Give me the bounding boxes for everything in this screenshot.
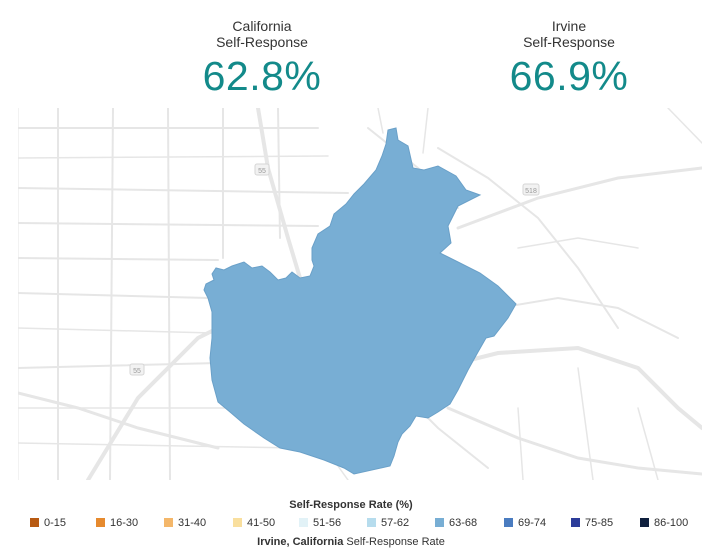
legend-swatch [435, 518, 444, 527]
state-stat-label: Self-Response [216, 34, 308, 50]
legend-item: 41-50 [233, 516, 275, 530]
city-stat-label: Self-Response [523, 34, 615, 50]
svg-text:518: 518 [525, 188, 537, 195]
legend-swatch [96, 518, 105, 527]
legend-item-label: 75-85 [585, 517, 614, 529]
legend-item: 86-100 [640, 516, 688, 530]
map-canvas[interactable]: 55 55 518 [18, 108, 702, 480]
legend-swatch [640, 518, 649, 527]
legend-item-label: 0-15 [44, 517, 67, 529]
legend-item: 69-74 [504, 516, 546, 530]
legend-swatch [571, 518, 580, 527]
legend-swatch [367, 518, 376, 527]
legend-item: 75-85 [571, 516, 613, 530]
legend-item-label: 86-100 [654, 517, 689, 529]
legend-swatch [233, 518, 242, 527]
city-self-response-value: 66.9% [509, 53, 629, 99]
legend-swatch [504, 518, 513, 527]
legend-item-label: 31-40 [178, 517, 207, 529]
legend-swatch [299, 518, 308, 527]
state-name: California [232, 18, 292, 34]
state-stat: California Self-Response 62.8% [152, 18, 372, 98]
legend-item-label: 16-30 [110, 517, 139, 529]
legend-title: Self-Response Rate (%) [289, 499, 413, 511]
caption-suffix: Self-Response Rate [343, 536, 445, 548]
self-response-map[interactable]: 55 55 518 [18, 108, 702, 480]
legend-item-label: 41-50 [247, 517, 276, 529]
legend-swatch [30, 518, 39, 527]
highway-shield: 518 [522, 183, 540, 196]
irvine-boundary[interactable] [203, 127, 517, 475]
legend-item: 63-68 [435, 516, 477, 530]
legend-item-label: 51-56 [313, 517, 342, 529]
highway-shield: 55 [129, 363, 145, 376]
highway-shield-label: 55 [258, 168, 266, 175]
caption-place: Irvine, California [257, 536, 344, 548]
legend-item-label: 69-74 [518, 517, 547, 529]
legend: 0-15 16-30 31-40 41-50 51-56 57-62 63-68… [30, 516, 690, 530]
legend-item: 51-56 [299, 516, 341, 530]
legend-item-label: 57-62 [381, 517, 410, 529]
legend-item-label: 63-68 [449, 517, 478, 529]
city-name: Irvine [551, 18, 587, 34]
legend-swatch [164, 518, 173, 527]
legend-item: 57-62 [367, 516, 409, 530]
highway-shields: 55 55 518 [129, 163, 540, 376]
legend-item: 16-30 [96, 516, 138, 530]
legend-item: 31-40 [164, 516, 206, 530]
city-stat: Irvine Self-Response 66.9% [459, 18, 679, 98]
highway-shield-label: 55 [133, 368, 141, 375]
highway-shield: 55 [254, 163, 270, 176]
legend-item: 0-15 [30, 516, 66, 530]
map-caption: Irvine, California Self-Response Rate [0, 536, 702, 548]
state-self-response-value: 62.8% [202, 53, 322, 99]
